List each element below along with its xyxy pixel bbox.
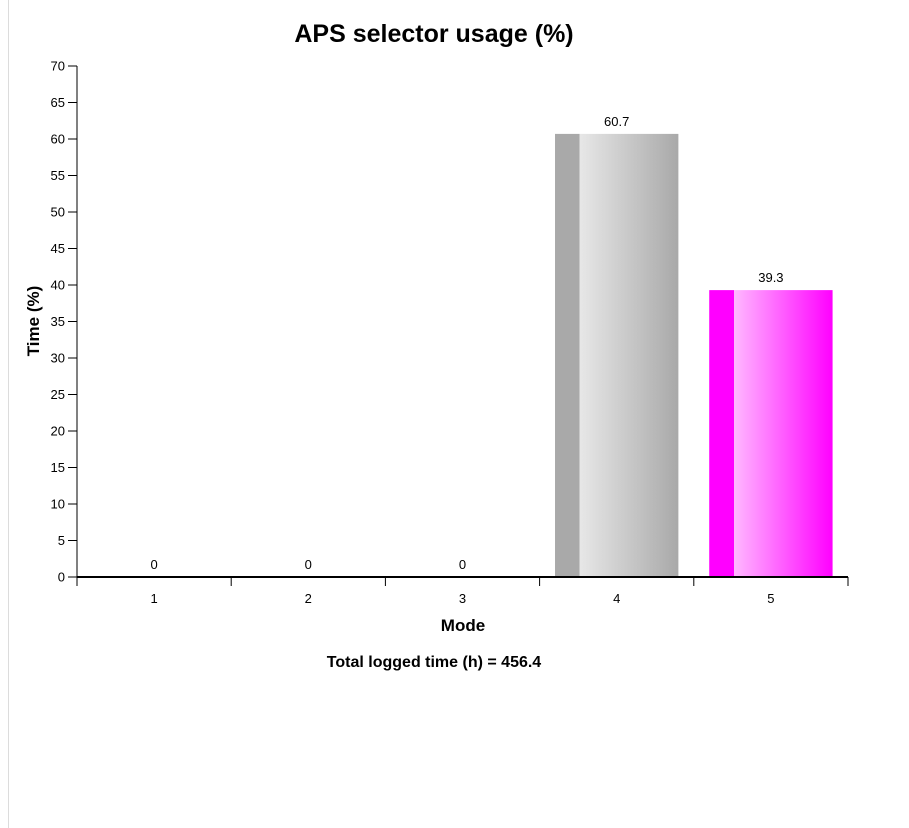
- bar-value-label: 0: [150, 557, 157, 572]
- y-tick-label: 20: [51, 424, 65, 439]
- y-tick-label: 30: [51, 351, 65, 366]
- y-tick-label: 15: [51, 460, 65, 475]
- bar-value-label: 0: [305, 557, 312, 572]
- bar-value-label: 60.7: [604, 114, 629, 129]
- y-tick-label: 5: [58, 533, 65, 548]
- y-tick-label: 35: [51, 314, 65, 329]
- total-logged-time-note: Total logged time (h) = 456.4: [327, 654, 542, 671]
- x-tick-label: 2: [305, 591, 312, 606]
- x-axis-ticks: 1 2 3 4 5: [76, 577, 849, 606]
- x-tick-label: 3: [459, 591, 466, 606]
- y-axis-ticks: 0 5 10 15 20 25 30 35 40 45 50 55 60 65 70: [51, 59, 77, 585]
- x-axis-title: Mode: [441, 616, 485, 635]
- bar-value-label: 39.3: [758, 270, 783, 285]
- y-tick-label: 70: [51, 59, 65, 74]
- bar-value-label: 0: [459, 557, 466, 572]
- y-axis: 0 5 10 15 20 25 30 35 40 45 50 55 60 65 70: [51, 59, 78, 585]
- y-tick-label: 45: [51, 241, 65, 256]
- y-axis-title: Time (%): [24, 286, 43, 357]
- x-tick-label: 1: [150, 591, 157, 606]
- x-axis: 1 2 3 4 5: [76, 576, 849, 606]
- y-tick-label: 10: [51, 497, 65, 512]
- chart-title: APS selector usage (%): [294, 20, 573, 48]
- panel-left-border: [8, 0, 9, 828]
- y-tick-label: 60: [51, 132, 65, 147]
- bar-mode-4: [555, 133, 679, 577]
- y-tick-label: 25: [51, 387, 65, 402]
- x-tick-label: 4: [613, 591, 620, 606]
- bar-series: 0 0 0 60.7 39.3: [150, 114, 833, 577]
- x-tick-label: 5: [767, 591, 774, 606]
- y-tick-label: 55: [51, 168, 65, 183]
- bar-mode-5: [709, 290, 833, 577]
- y-tick-label: 0: [58, 570, 65, 585]
- y-tick-label: 40: [51, 278, 65, 293]
- y-tick-label: 50: [51, 205, 65, 220]
- y-tick-label: 65: [51, 95, 65, 110]
